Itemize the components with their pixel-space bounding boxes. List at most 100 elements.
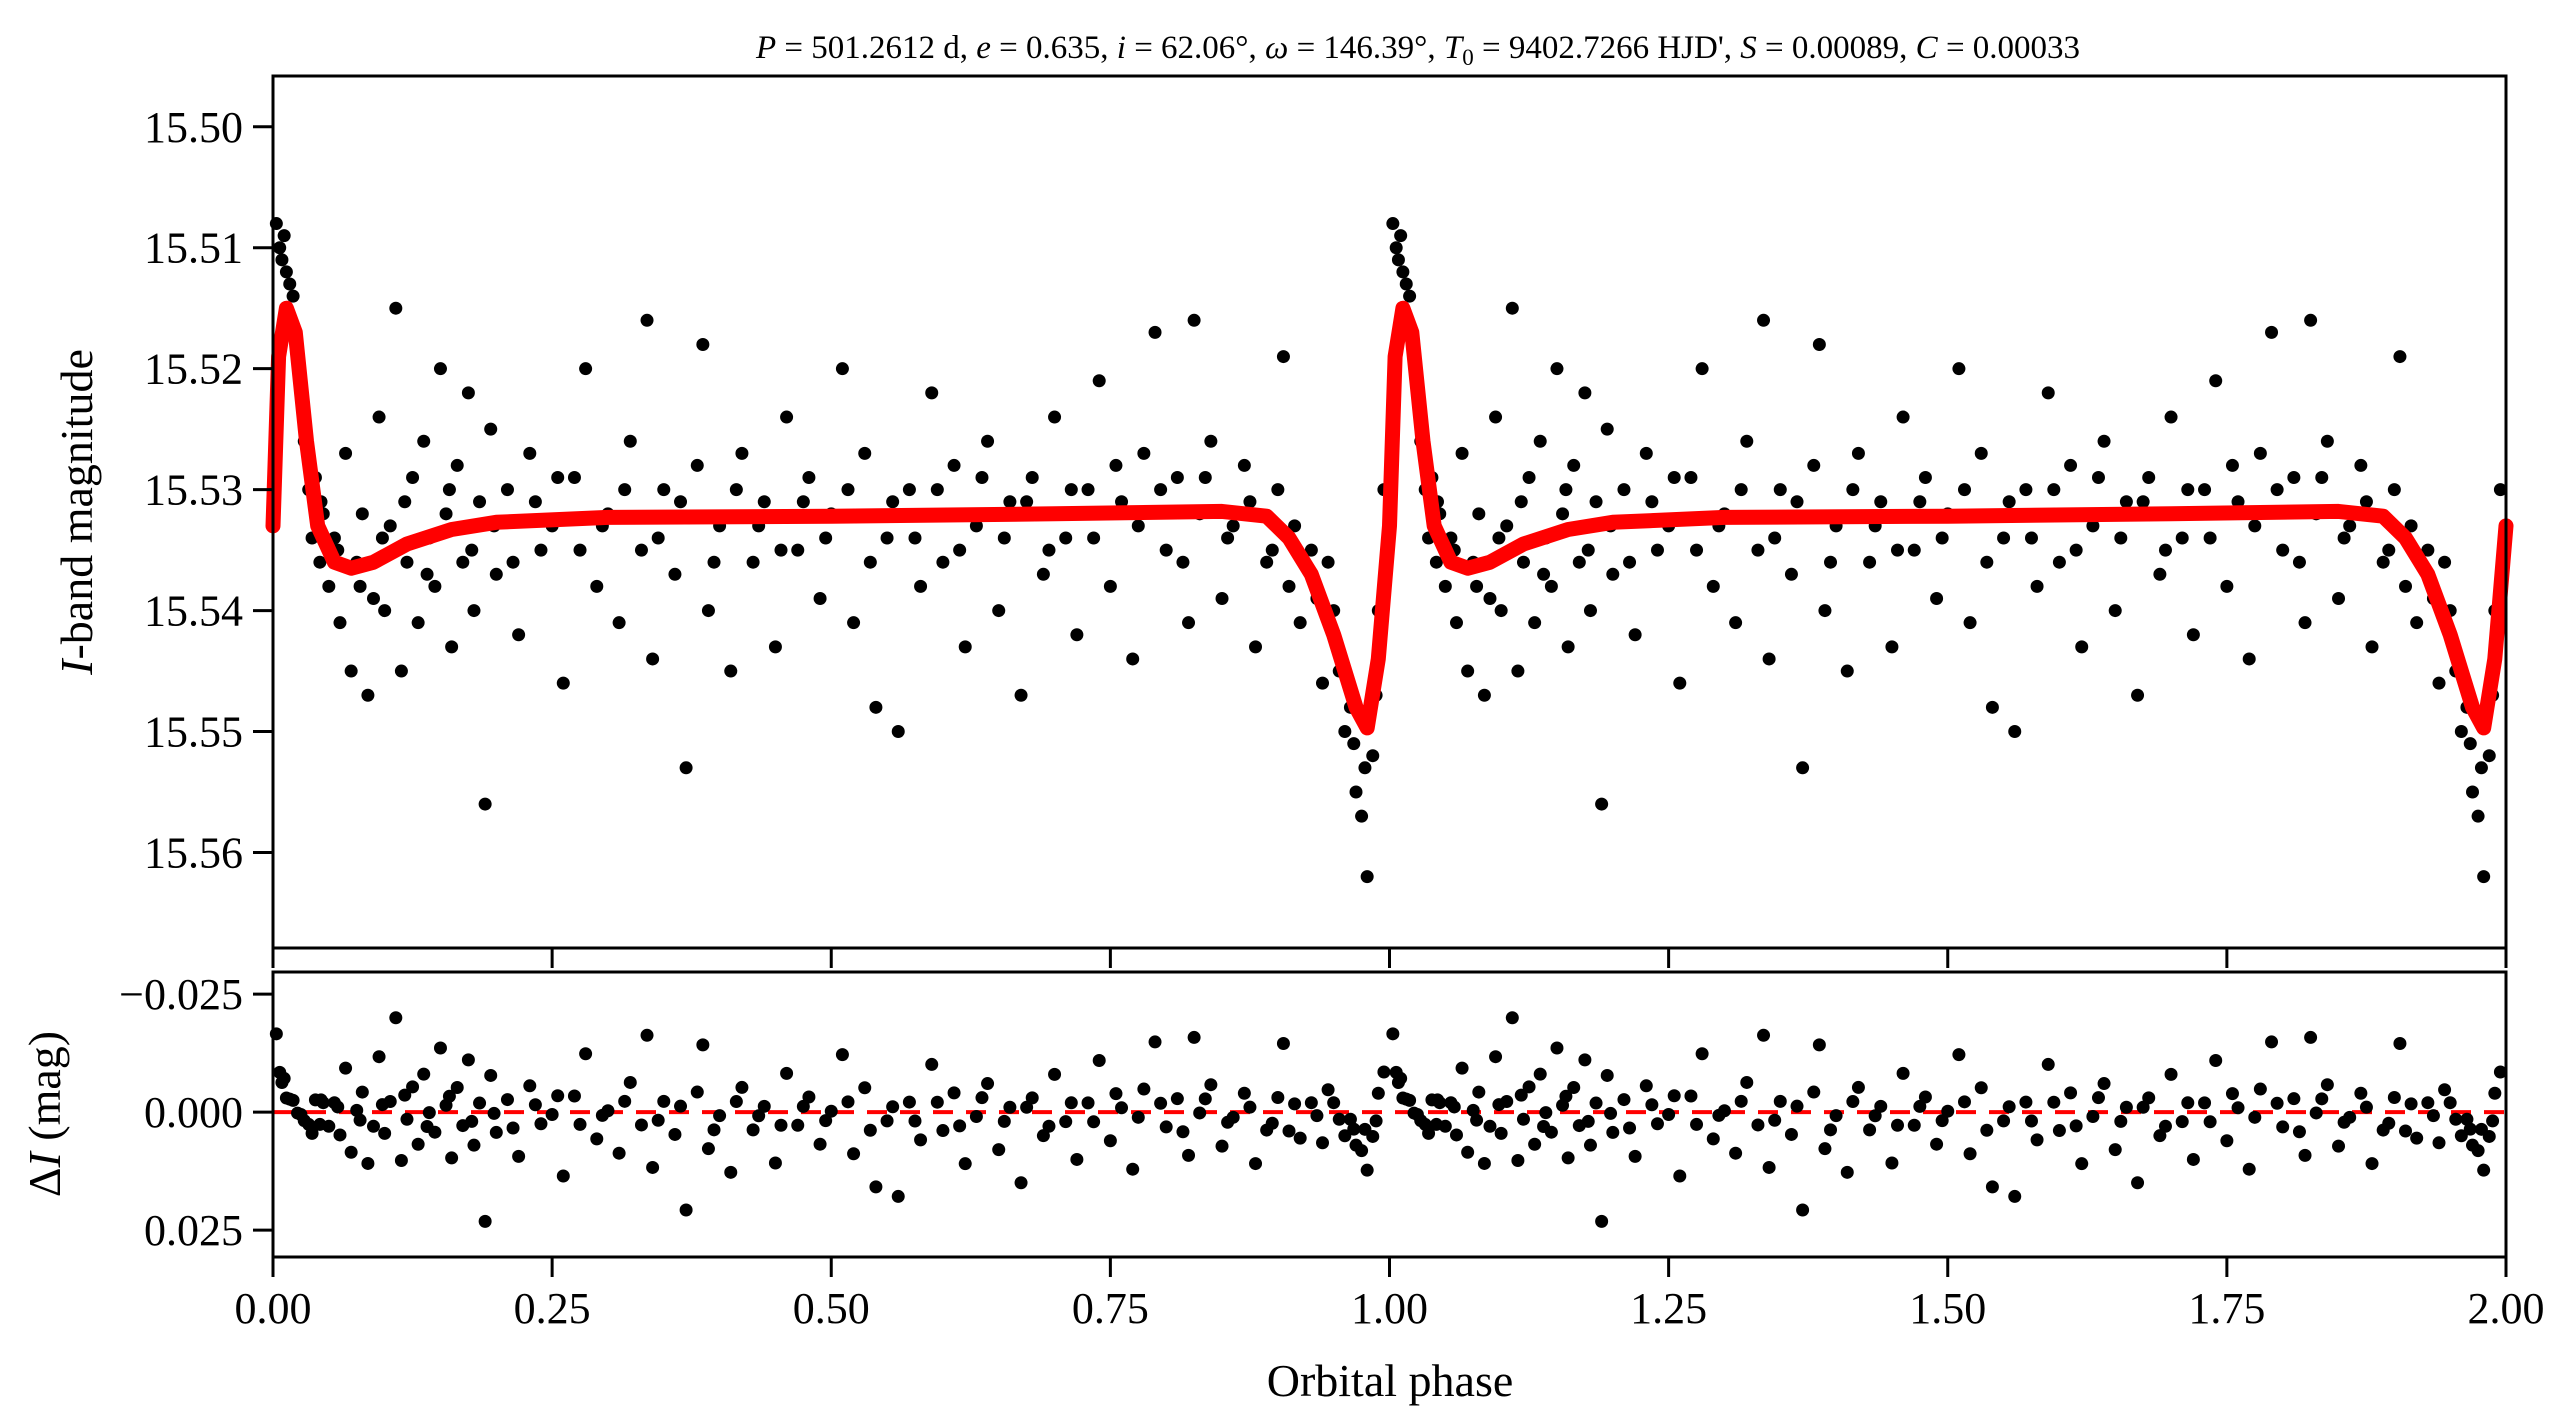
observation-point [1768,531,1782,545]
residual-point [1492,1098,1506,1112]
y-tick-label: 15.54 [144,587,243,636]
residual-point [2091,1091,2105,1105]
residual-point [1712,1108,1726,1122]
observation-point [1237,458,1251,472]
residual-point [1276,1036,1290,1050]
residual-point [1489,1050,1503,1064]
y-tick-label: 15.56 [144,828,243,877]
residual-point [651,1113,665,1127]
observation-point [2399,579,2413,593]
x-tick-label: 2.00 [2468,1284,2545,1333]
x-tick-label: 0.75 [1072,1284,1149,1333]
residual-point [450,1080,464,1094]
observation-point [1321,555,1335,569]
observation-point [2463,737,2477,751]
residual-point [590,1132,604,1146]
observation-point [467,604,481,618]
residual-point [2198,1096,2212,1110]
observation-point [2359,495,2373,509]
residual-point [975,1091,989,1105]
observation-point [1824,555,1838,569]
observation-point [1483,591,1497,605]
observation-point [506,555,520,569]
observation-point [1528,616,1542,630]
residual-point [1757,1028,1771,1042]
residual-point [1589,1096,1603,1110]
observation-point [273,241,287,255]
observation-point [1639,446,1653,460]
residual-point [1449,1128,1463,1142]
residual-point [1812,1038,1826,1052]
observation-point [2075,640,2089,654]
residual-point [1036,1129,1050,1143]
observation-point [1126,652,1140,666]
observation-point [2047,483,2061,497]
residual-point [2486,1114,2500,1128]
residual-point [1014,1176,1028,1190]
residual-point [2253,1082,2267,1096]
observation-point [618,483,632,497]
residual-point [2181,1096,2195,1110]
residual-point [322,1119,336,1133]
residual-point [2320,1078,2334,1092]
observation-point [1394,229,1408,243]
residual-point [1768,1113,1782,1127]
residual-point [528,1098,542,1112]
residual-point [1187,1030,1201,1044]
observation-point [2421,543,2435,557]
title-part: = 0.00089, [1757,30,1916,66]
observation-point [858,446,872,460]
residual-point [791,1118,805,1132]
residual-point [1690,1117,1704,1131]
observation-point [634,543,648,557]
residual-point [1762,1160,1776,1174]
residual-point [1885,1156,1899,1170]
observation-point [1316,676,1330,690]
residual-point [1516,1112,1530,1126]
residual-point [729,1095,743,1109]
observation-point [902,483,916,497]
residual-point [1528,1137,1542,1151]
residual-point [1477,1156,1491,1170]
observation-point [847,616,861,630]
observation-point [286,289,300,303]
residual-point [2365,1157,2379,1171]
observation-point [2248,519,2262,533]
observation-point [612,616,626,630]
observation-point [2002,495,2016,509]
residual-point [1249,1157,1263,1171]
observation-point [2181,483,2195,497]
observation-point [1265,543,1279,557]
observation-point [1790,495,1804,509]
observation-point [1500,519,1514,533]
observation-point [1997,531,2011,545]
observation-point [1796,761,1810,775]
observation-point [333,616,347,630]
residual-point [1332,1112,1346,1126]
observation-point [969,519,983,533]
residual-point [331,1100,345,1114]
observation-point [1386,217,1400,231]
observation-point [1226,519,1240,533]
residual-point [350,1103,364,1117]
residual-point [1403,1093,1417,1107]
residual-point [1154,1096,1168,1110]
residual-point [1494,1126,1508,1140]
observation-point [1455,446,1469,460]
y-tick-label: 15.53 [144,466,243,515]
residual-point [1935,1114,1949,1128]
residual-point [1790,1099,1804,1113]
observation-point [2393,350,2407,364]
residual-point [2019,1095,2033,1109]
residual-point [2265,1035,2279,1049]
observation-point [724,664,738,678]
residual-point [2309,1106,2323,1120]
residual-point [1829,1109,1843,1123]
residual-point [579,1047,593,1061]
residual-point [1293,1131,1307,1145]
observation-point [2108,604,2122,618]
observation-point [1059,531,1073,545]
observation-point [1807,458,1821,472]
observation-point [1952,362,1966,376]
observation-point [936,555,950,569]
